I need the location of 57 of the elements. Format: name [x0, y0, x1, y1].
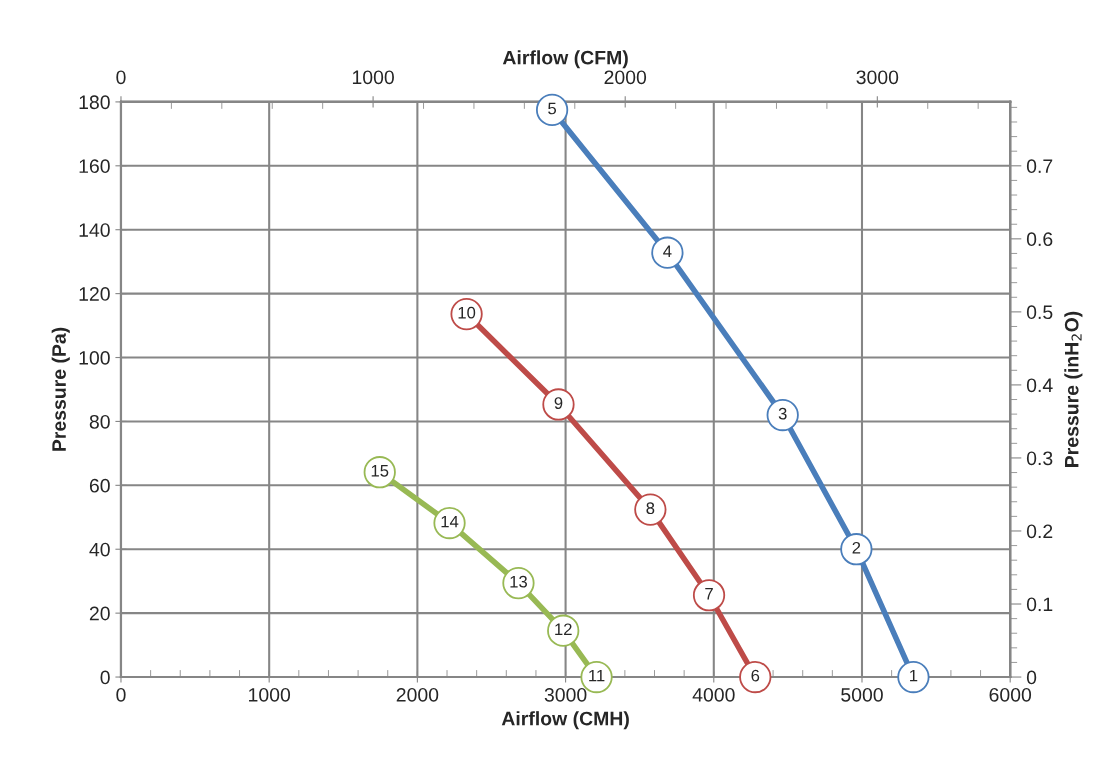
- x2-axis-title: Airflow (CFM): [502, 50, 628, 69]
- annotation: 13: [510, 575, 527, 588]
- x-tick-label: 3000: [544, 687, 587, 702]
- y2-tick-label: 0.3: [1026, 451, 1053, 466]
- y-tick-label: 100: [79, 350, 110, 365]
- point: [634, 493, 667, 526]
- y-tick-label: 60: [89, 478, 110, 493]
- annotation: 11: [589, 669, 605, 682]
- annotation: 12: [555, 623, 572, 636]
- y-tick-label: 180: [79, 95, 110, 110]
- y-tick-label: 80: [89, 414, 110, 429]
- y-tick-label: 140: [79, 223, 110, 237]
- y2-axis-title: Pressure (inH$_{2}$O): [1064, 311, 1083, 467]
- annotation: 5: [548, 102, 557, 115]
- x-tick-label: 0: [116, 687, 126, 702]
- y-tick-label: 40: [89, 542, 110, 557]
- point: [766, 398, 799, 432]
- x-tick-label: 1000: [249, 687, 291, 702]
- annotation: 1: [910, 669, 918, 682]
- x-tick-label: 4000: [692, 687, 735, 702]
- x2-tick-label: 3000: [856, 70, 899, 85]
- annotation: 14: [441, 515, 459, 528]
- y-tick-label: 120: [79, 287, 110, 301]
- x2-tick-label: 1000: [352, 70, 394, 85]
- y-tick-label: 160: [79, 159, 110, 174]
- y2-tick-label: 0: [1026, 670, 1037, 685]
- y2-tick-label: 0.2: [1026, 524, 1053, 539]
- annotation: 10: [458, 306, 476, 319]
- point: [651, 236, 684, 269]
- x2-tick-label: 2000: [604, 70, 647, 85]
- annotation: 6: [751, 669, 760, 682]
- x2-tick-label: 0: [116, 70, 126, 85]
- y2-tick-label: 0.6: [1026, 232, 1053, 247]
- annotation: 9: [554, 397, 563, 409]
- x-tick-label: 5000: [841, 687, 883, 702]
- annotation: 8: [646, 502, 655, 515]
- annotation: 7: [705, 588, 713, 600]
- annotation: 4: [663, 245, 672, 258]
- y2-tick-label: 0.5: [1026, 305, 1053, 320]
- point: [542, 388, 575, 421]
- annotation: 3: [778, 407, 787, 420]
- x-tick-label: 6000: [989, 687, 1032, 702]
- point: [535, 93, 569, 127]
- point: [692, 579, 726, 612]
- point: [739, 660, 772, 694]
- x-axis-title: Airflow (CMH): [501, 711, 629, 730]
- point: [897, 660, 930, 694]
- y-tick-label: 0: [100, 670, 110, 685]
- y2-tick-label: 0.4: [1026, 378, 1053, 393]
- annotation: 2: [852, 541, 861, 554]
- y2-tick-label: 0.1: [1026, 597, 1053, 612]
- point: [840, 533, 873, 566]
- y2-tick-label: 0.7: [1026, 159, 1053, 174]
- annotation: 15: [371, 465, 389, 477]
- y-axis-title: Pressure (Pa): [51, 327, 70, 451]
- y-tick-label: 20: [89, 606, 110, 621]
- x-tick-label: 2000: [396, 687, 439, 702]
